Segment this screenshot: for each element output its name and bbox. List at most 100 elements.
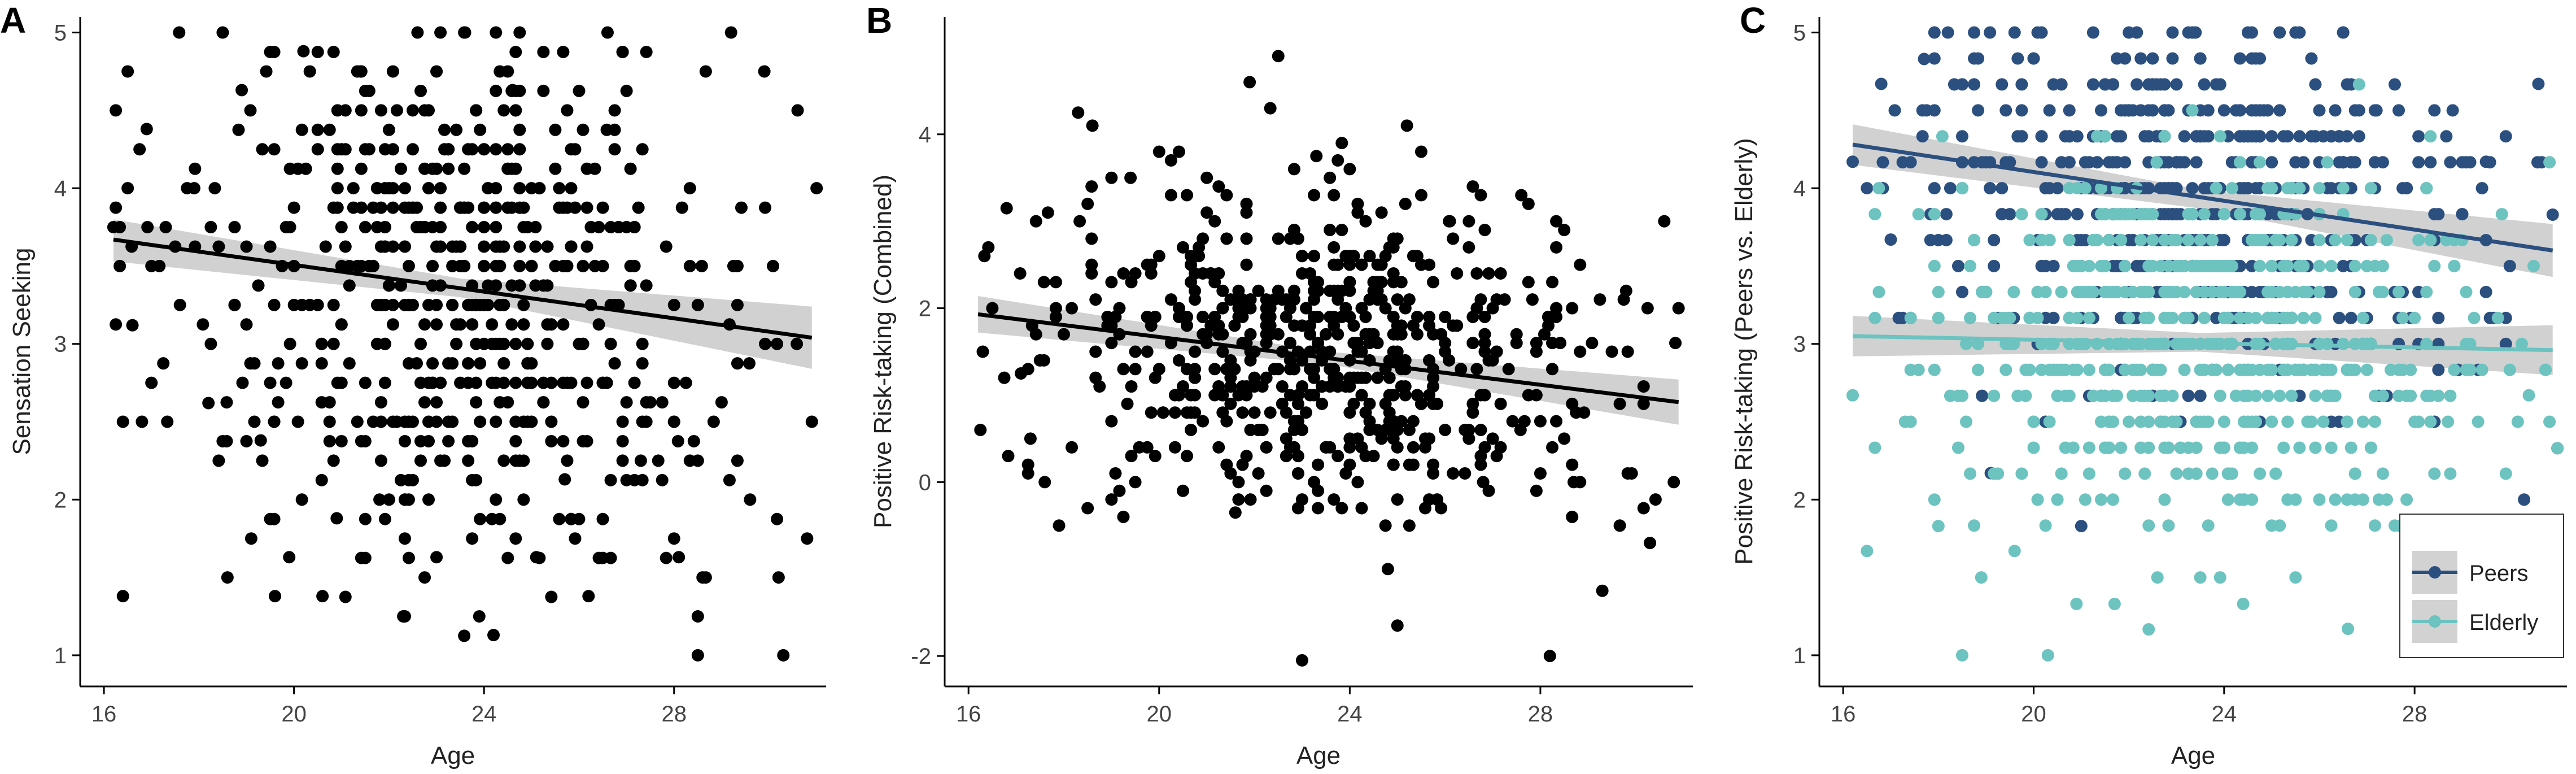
panel-b-point xyxy=(1000,202,1013,215)
panel-c-peers-point xyxy=(2241,26,2254,39)
panel-c-elderly-point xyxy=(2309,389,2322,402)
panel-a-point xyxy=(673,551,686,564)
panel-c-elderly-point xyxy=(2213,130,2226,143)
panel-a-point xyxy=(414,337,427,350)
panel-c-elderly-point xyxy=(2364,182,2377,195)
panel-b-point xyxy=(1641,302,1654,315)
panel-a-point xyxy=(363,84,376,97)
panel-a-point xyxy=(386,143,399,156)
panel-a-point xyxy=(660,551,673,564)
panel-b-point xyxy=(1089,293,1102,306)
panel-b-point xyxy=(1462,432,1475,445)
panel-a-point xyxy=(660,240,673,253)
panel-a-point xyxy=(517,318,530,331)
panel-b-point xyxy=(978,250,991,263)
panel-a-point xyxy=(640,279,653,292)
panel-b-x-tick-label-1: 20 xyxy=(1147,702,1172,727)
panel-a-point xyxy=(691,610,704,623)
panel-a-point xyxy=(501,201,514,214)
panel-b-point xyxy=(1570,406,1583,419)
panel-a-point xyxy=(474,357,487,370)
panel-c-elderly-point xyxy=(2444,389,2457,402)
panel-b-point xyxy=(1605,345,1618,358)
panel-b-point xyxy=(1129,345,1142,358)
panel-b-point xyxy=(1431,493,1444,506)
panel-a-point xyxy=(394,279,407,292)
panel-c-peers-point xyxy=(1951,259,1964,272)
panel-a-point xyxy=(767,259,780,272)
panel-a-point xyxy=(588,162,601,175)
panel-a-point xyxy=(339,143,352,156)
panel-b-point xyxy=(1343,276,1356,289)
panel-b-point xyxy=(1355,258,1368,271)
panel-b-point xyxy=(1375,206,1388,219)
panel-b-point xyxy=(1331,328,1344,341)
panel-c-elderly-point xyxy=(2027,441,2040,454)
panel-a-point xyxy=(454,259,467,272)
panel-c-elderly-point xyxy=(2424,130,2437,143)
panel-a-point xyxy=(272,396,285,409)
panel-a-point xyxy=(323,123,336,136)
panel-b-point xyxy=(1407,250,1420,263)
panel-a-point xyxy=(478,259,491,272)
panel-b-point xyxy=(1359,328,1372,341)
panel-b-point xyxy=(1295,654,1308,667)
panel-a-point xyxy=(545,415,558,428)
legend-label-elderly: Elderly xyxy=(2469,610,2538,635)
panel-a-point xyxy=(553,512,566,525)
panel-a-point xyxy=(161,415,174,428)
panel-c-elderly-point xyxy=(2321,156,2334,169)
panel-c-elderly-point xyxy=(2023,363,2036,376)
panel-c-elderly-point xyxy=(2051,389,2064,402)
panel-c-elderly-point xyxy=(2428,259,2441,272)
panel-c-elderly-point xyxy=(2472,415,2485,428)
panel-c-elderly-point xyxy=(2210,182,2223,195)
panel-c-peers-point xyxy=(2094,104,2107,117)
panel-b-point xyxy=(1486,432,1499,445)
panel-a-point xyxy=(521,357,534,370)
panel-c-elderly-point xyxy=(2309,441,2322,454)
panel-c-peers-point xyxy=(1972,104,1985,117)
panel-c-elderly-point xyxy=(2356,311,2369,324)
panel-c-elderly-point xyxy=(2246,234,2259,246)
panel-c-elderly-point xyxy=(1898,415,1911,428)
panel-c-elderly-point xyxy=(2468,311,2481,324)
panel-b-point xyxy=(1395,380,1408,393)
panel-b-point xyxy=(1403,424,1416,437)
panel-b-point xyxy=(1470,267,1483,280)
panel-a-point xyxy=(735,201,748,214)
panel-c-elderly-point xyxy=(2123,311,2136,324)
panel-b-point xyxy=(1455,363,1468,376)
panel-b-point xyxy=(1185,250,1198,263)
panel-b-point xyxy=(1295,267,1308,280)
panel-b-point xyxy=(1494,267,1507,280)
panel-a-point xyxy=(497,376,510,389)
panel-b-point xyxy=(1216,406,1229,419)
panel-c-elderly-point xyxy=(1872,182,1885,195)
panel-a-point xyxy=(537,46,550,59)
panel-a-point xyxy=(640,396,653,409)
panel-a-point xyxy=(414,454,427,467)
panel-a-point xyxy=(136,415,149,428)
panel-b-point xyxy=(1272,50,1285,63)
panel-b-point xyxy=(1240,206,1253,219)
panel-c-elderly-point xyxy=(2158,234,2171,246)
panel-c-elderly-point xyxy=(2031,311,2044,324)
panel-a-point xyxy=(397,610,410,623)
panel-a-point xyxy=(696,571,709,584)
panel-b-point xyxy=(1236,458,1249,471)
panel-b-point xyxy=(1534,467,1547,480)
panel-a-point xyxy=(707,415,720,428)
panel-b-point xyxy=(1093,380,1106,393)
panel-b-point xyxy=(1216,284,1229,297)
panel-a-point xyxy=(414,434,427,447)
panel-b-point xyxy=(1474,293,1487,306)
panel-b-point xyxy=(1427,467,1440,480)
panel-b-point xyxy=(1379,519,1392,532)
panel-c-elderly-point xyxy=(2115,441,2128,454)
panel-c-elderly-point xyxy=(2063,182,2076,195)
panel-a-point xyxy=(430,65,443,78)
panel-a-point xyxy=(791,337,804,350)
panel-c-peers-point xyxy=(2198,182,2211,195)
panel-b-point xyxy=(1073,215,1086,228)
